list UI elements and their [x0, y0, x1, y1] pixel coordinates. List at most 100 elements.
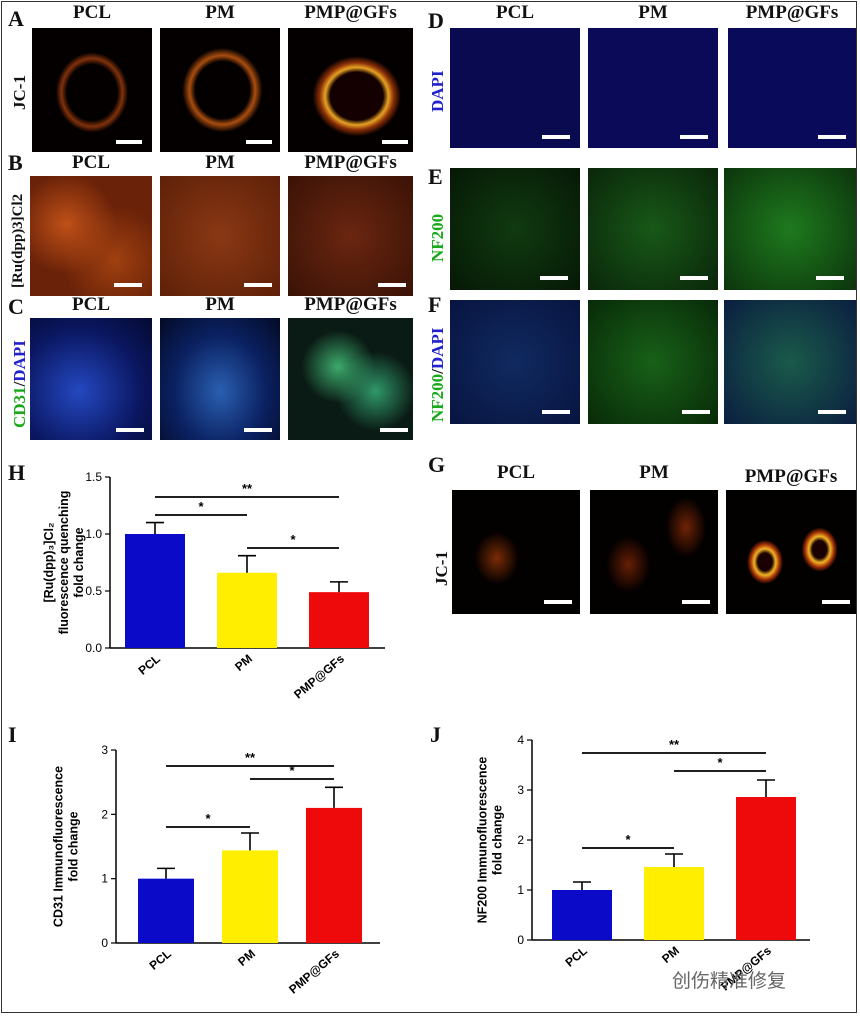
x-tick-label: PMP@GFs	[291, 651, 347, 700]
x-tick-label: PM	[232, 652, 255, 674]
header-b-pcl: PCL	[72, 152, 110, 173]
header-g-pm: PM	[639, 462, 669, 483]
scale-bar	[816, 276, 844, 280]
panel-letter-j: J	[430, 722, 441, 747]
image-c-pm	[160, 318, 280, 440]
panel-letter-c: C	[8, 294, 24, 319]
scale-bar	[116, 140, 142, 144]
image-a-pcl	[32, 28, 152, 152]
scale-bar	[540, 276, 568, 280]
scale-bar	[378, 283, 406, 287]
scale-bar	[682, 410, 710, 414]
scale-bar	[818, 410, 846, 414]
header-a-pm: PM	[205, 2, 235, 23]
scale-bar	[114, 283, 142, 287]
stain-label-c-cd31: CD31	[10, 386, 29, 428]
bar-pmpgfs	[309, 592, 369, 648]
image-f-pmp	[724, 300, 856, 424]
image-a-pmp	[288, 28, 413, 152]
stain-label-c: CD31/DAPI	[10, 340, 30, 428]
stain-label-c-dapi: DAPI	[10, 340, 29, 382]
panel-letter-i: I	[8, 722, 17, 747]
significance-label: *	[717, 755, 723, 770]
panel-letter-h: H	[8, 460, 26, 485]
panel-letter-e: E	[428, 164, 443, 189]
significance-label: **	[242, 481, 253, 496]
scale-bar	[244, 428, 272, 432]
y-tick-label: 1	[101, 872, 108, 886]
significance-label: *	[290, 532, 296, 547]
chart-i: 0 1 2 3 CD31 Immunofluorescence fold change PC…	[52, 743, 380, 997]
y-tick-label: 1.0	[85, 527, 102, 541]
y-tick-label: 4	[517, 733, 524, 747]
stain-label-b: [Ru(dpp)3]Cl2	[10, 193, 26, 288]
header-b-pm: PM	[205, 152, 235, 173]
header-b-pmp: PMP@GFs	[304, 152, 397, 173]
stain-label-c-sep: /	[10, 381, 29, 387]
panel-letter-d: D	[428, 8, 444, 33]
header-c-pm: PM	[205, 294, 235, 315]
significance-label: *	[198, 499, 204, 514]
x-tick-label: PCL	[147, 947, 174, 973]
y-axis-label: fold change	[67, 811, 81, 881]
scale-bar	[380, 428, 408, 432]
y-axis-label: fluorescence quenching	[57, 491, 71, 635]
y-tick-label: 2	[517, 833, 524, 847]
stain-label-f-nf200: NF200	[428, 373, 447, 422]
header-d-pmp: PMP@GFs	[745, 2, 839, 23]
bar-pcl	[138, 878, 194, 943]
y-tick-label: 2	[101, 807, 108, 821]
scale-bar	[544, 600, 572, 604]
x-tick-label: PM	[659, 944, 682, 966]
panel-letter-b: B	[8, 150, 23, 175]
x-tick-label: PM	[235, 947, 258, 969]
y-tick-label: 1	[517, 883, 524, 897]
scale-bar	[246, 140, 272, 144]
image-g-pm	[590, 490, 718, 614]
image-f-pm	[588, 300, 718, 424]
header-a-pcl: PCL	[73, 2, 111, 23]
panel-letter-f: F	[428, 292, 442, 317]
bar-pcl	[125, 534, 185, 648]
chart-h: 0.0 0.5 1.0 1.5 [Ru(dpp)₃]Cl₂ fluorescence qu…	[42, 470, 385, 700]
bar-pm	[217, 572, 277, 648]
image-d-pmp	[728, 28, 856, 148]
header-g-pcl: PCL	[497, 462, 535, 483]
image-f-pcl	[450, 300, 580, 424]
stain-label-g: JC-1	[432, 551, 451, 586]
y-axis-label: NF200 Immunofluorescence	[476, 757, 490, 924]
bar-pm	[222, 850, 278, 943]
scale-bar	[382, 140, 408, 144]
bar-pmpgfs	[736, 797, 796, 940]
header-d-pcl: PCL	[496, 2, 534, 23]
stain-label-f-dapi: DAPI	[428, 327, 447, 370]
stain-label-e: NF200	[428, 213, 447, 262]
header-c-pmp: PMP@GFs	[304, 294, 397, 315]
stain-label-f-sep: /	[428, 369, 447, 374]
x-tick-label: PCL	[563, 944, 590, 970]
y-tick-label: 3	[517, 783, 524, 797]
header-c-pcl: PCL	[72, 294, 110, 315]
image-c-pmp	[288, 318, 413, 440]
stain-label-a: JC-1	[10, 75, 29, 110]
image-g-pcl	[452, 490, 580, 614]
y-tick-label: 1.5	[85, 470, 102, 484]
scale-bar	[680, 276, 708, 280]
x-tick-label: PMP@GFs	[286, 946, 342, 996]
header-g-pmp: PMP@GFs	[744, 466, 838, 487]
header-a-pmp: PMP@GFs	[304, 2, 397, 23]
scale-bar	[244, 283, 272, 287]
image-a-pm	[160, 28, 280, 152]
y-tick-label: 0.5	[85, 584, 102, 598]
y-tick-label: 0	[101, 936, 108, 950]
scale-bar	[822, 600, 850, 604]
significance-label: **	[245, 750, 256, 765]
y-tick-label: 3	[101, 743, 108, 757]
panel-letter-a: A	[8, 6, 24, 31]
chart-j: 0 1 2 3 4 NF200 Immunofluorescence fold change…	[476, 733, 810, 994]
scale-bar	[680, 135, 708, 139]
watermark-text: 创伤精准修复	[672, 970, 787, 992]
image-g-pmp	[726, 490, 856, 614]
header-d-pm: PM	[638, 2, 668, 23]
